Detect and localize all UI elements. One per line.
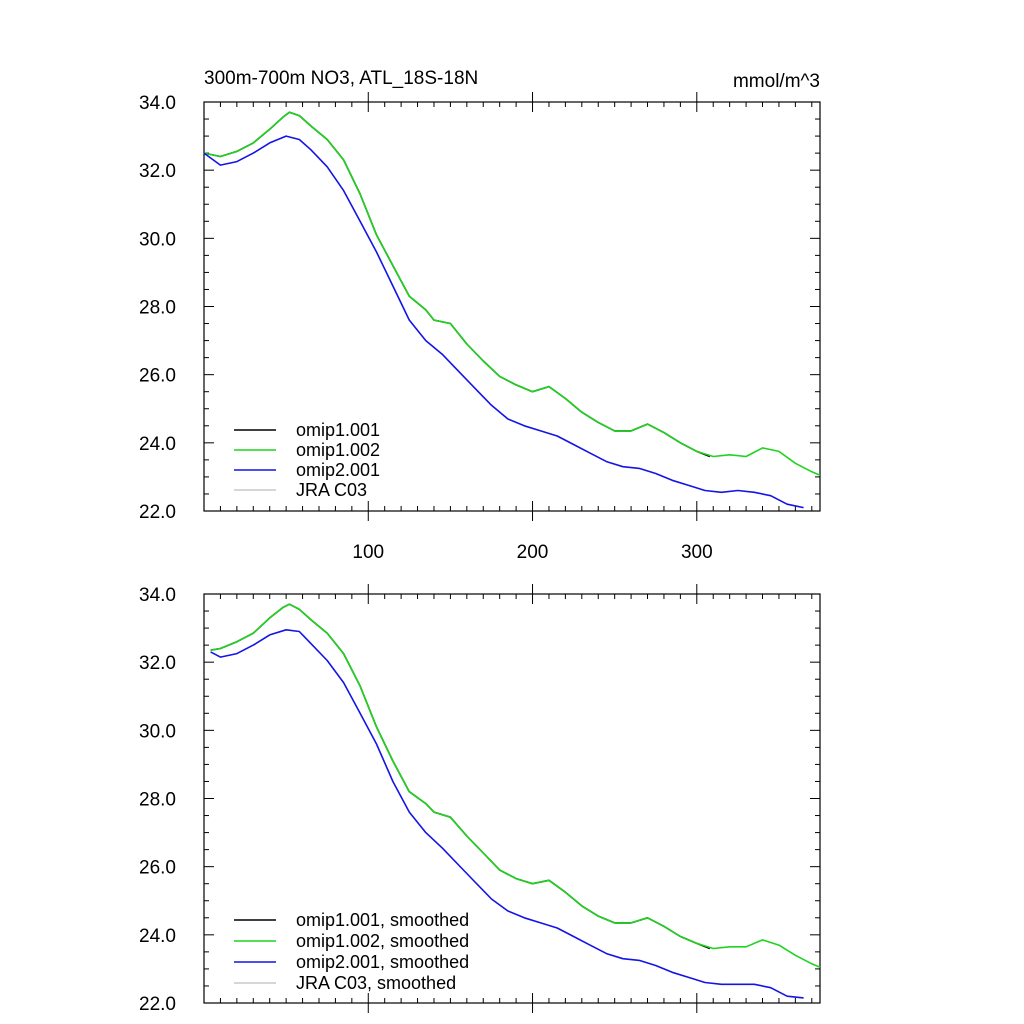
y-tick-label: 28.0	[139, 790, 176, 811]
series-line-1	[203, 111, 821, 476]
series-line-0	[203, 111, 711, 458]
bottom-panel: 22.0 24.0 26.0 28.0 30.0 32.0 34.0 omip1.001, s…	[139, 584, 821, 1015]
units-label: mmol/m^3	[733, 71, 820, 92]
y-tick-label: 22.0	[139, 994, 176, 1015]
series-line-2	[210, 629, 804, 999]
y-tick-label: 30.0	[139, 229, 176, 250]
y-tick-label: 34.0	[139, 585, 176, 606]
legend-label: JRA C03, smoothed	[296, 973, 456, 993]
y-tick-label: 34.0	[139, 93, 176, 114]
legend-label: omip1.002	[296, 440, 380, 460]
x-tick-label: 300	[681, 542, 713, 563]
y-tick-label: 24.0	[139, 434, 176, 455]
y-tick-label: 32.0	[139, 653, 176, 674]
legend-label: omip1.001	[296, 420, 380, 440]
y-tick-label: 26.0	[139, 366, 176, 387]
series-line-1	[210, 603, 821, 968]
x-tick-label: 100	[352, 542, 384, 563]
y-tick-label: 22.0	[139, 502, 176, 523]
series-line-2	[203, 135, 804, 509]
x-tick-label: 200	[517, 542, 549, 563]
y-tick-label: 32.0	[139, 161, 176, 182]
y-tick-label: 26.0	[139, 858, 176, 879]
series-line-0	[210, 603, 711, 950]
y-tick-label: 24.0	[139, 926, 176, 947]
chart-title: 300m-700m NO3, ATL_18S-18N	[204, 68, 478, 89]
top-panel: 22.0 24.0 26.0 28.0 30.0 32.0 34.0 100 200 300 omi…	[139, 92, 821, 563]
legend-label: omip1.002, smoothed	[296, 931, 469, 951]
legend-label: omip1.001, smoothed	[296, 910, 469, 930]
legend-label: JRA C03	[296, 480, 367, 500]
legend-label: omip2.001, smoothed	[296, 952, 469, 972]
y-tick-label: 28.0	[139, 298, 176, 319]
y-tick-label: 30.0	[139, 721, 176, 742]
legend-label: omip2.001	[296, 460, 380, 480]
